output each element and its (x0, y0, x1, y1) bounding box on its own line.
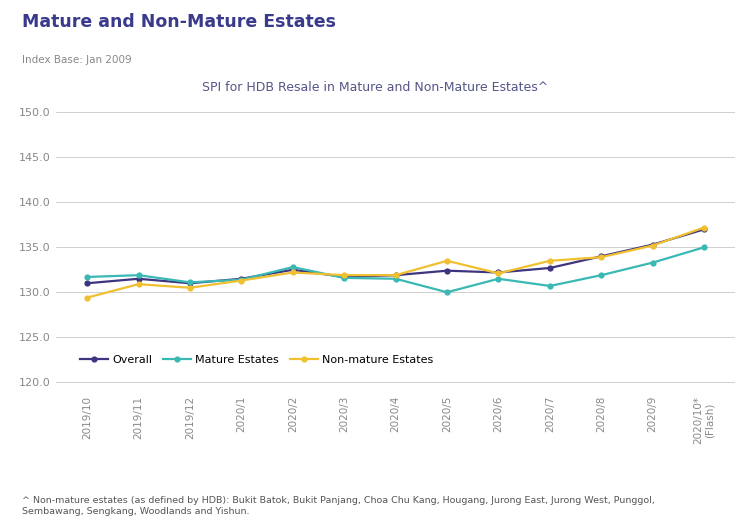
Line: Overall: Overall (84, 226, 707, 286)
Non-mature Estates (134, 281, 143, 287)
Line: Mature Estates: Mature Estates (84, 244, 707, 296)
Text: Index Base: Jan 2009: Index Base: Jan 2009 (22, 55, 132, 65)
Mature Estates (392, 276, 400, 282)
Mature Estates (700, 244, 709, 250)
Mature Estates (82, 274, 92, 280)
Non-mature Estates (545, 258, 554, 264)
Text: ^ Non-mature estates (as defined by HDB): Bukit Batok, Bukit Panjang, Choa Chu K: ^ Non-mature estates (as defined by HDB)… (22, 496, 656, 516)
Mature Estates (288, 264, 297, 270)
Non-mature Estates (288, 269, 297, 276)
Overall (392, 272, 400, 278)
Text: Mature and Non-Mature Estates: Mature and Non-Mature Estates (22, 13, 337, 31)
Overall (237, 276, 246, 282)
Overall (597, 253, 606, 259)
Legend: Overall, Mature Estates, Non-mature Estates: Overall, Mature Estates, Non-mature Esta… (76, 351, 438, 370)
Non-mature Estates (648, 243, 657, 249)
Non-mature Estates (185, 285, 194, 291)
Mature Estates (597, 272, 606, 278)
Mature Estates (134, 272, 143, 278)
Overall (648, 242, 657, 248)
Mature Estates (648, 259, 657, 266)
Non-mature Estates (392, 272, 400, 278)
Mature Estates (185, 279, 194, 286)
Non-mature Estates (82, 295, 92, 301)
Mature Estates (340, 275, 349, 281)
Non-mature Estates (494, 270, 503, 277)
Overall (82, 280, 92, 287)
Non-mature Estates (597, 254, 606, 260)
Mature Estates (494, 276, 503, 282)
Non-mature Estates (237, 277, 246, 284)
Non-mature Estates (442, 258, 452, 264)
Overall (545, 265, 554, 271)
Overall (700, 226, 709, 233)
Text: SPI for HDB Resale in Mature and Non-Mature Estates^: SPI for HDB Resale in Mature and Non-Mat… (202, 81, 548, 94)
Overall (442, 268, 452, 274)
Line: Non-mature Estates: Non-mature Estates (84, 224, 707, 301)
Overall (185, 280, 194, 287)
Overall (340, 274, 349, 280)
Non-mature Estates (700, 224, 709, 230)
Overall (134, 276, 143, 282)
Mature Estates (545, 283, 554, 289)
Mature Estates (237, 277, 246, 283)
Non-mature Estates (340, 272, 349, 278)
Mature Estates (442, 289, 452, 296)
Overall (494, 269, 503, 276)
Overall (288, 267, 297, 273)
